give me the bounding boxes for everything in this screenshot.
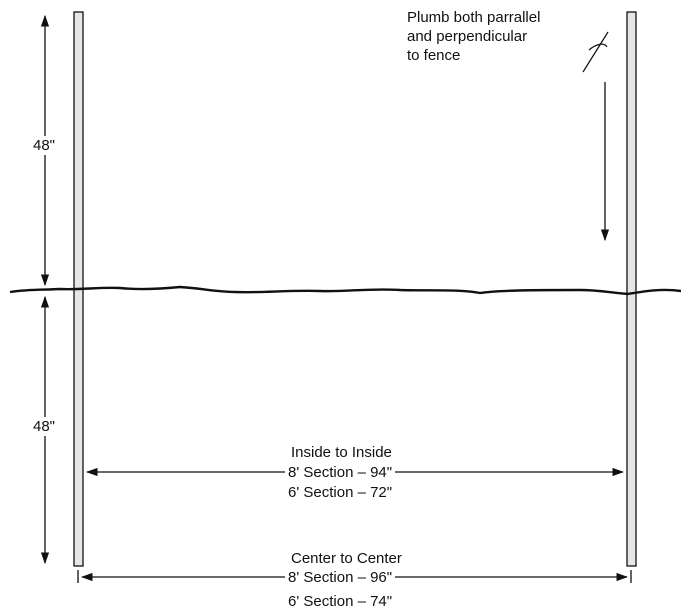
- center-line-2: 6' Section – 74": [285, 592, 395, 611]
- plumb-note-line-2: and perpendicular: [407, 27, 527, 46]
- inside-title: Inside to Inside: [288, 443, 395, 462]
- plumb-note-line-1: Plumb both parrallel: [407, 8, 540, 27]
- height-above-label: 48": [30, 136, 58, 155]
- plumb-symbol-icon: [583, 32, 608, 72]
- height-below-label: 48": [30, 417, 58, 436]
- inside-line-2: 6' Section – 72": [285, 483, 395, 502]
- ground-line: [10, 287, 681, 294]
- center-line-1: 8' Section – 96": [285, 568, 395, 587]
- inside-line-1: 8' Section – 94": [285, 463, 395, 482]
- plumb-note-line-3: to fence: [407, 46, 460, 65]
- center-title: Center to Center: [288, 549, 405, 568]
- right-post: [627, 12, 636, 566]
